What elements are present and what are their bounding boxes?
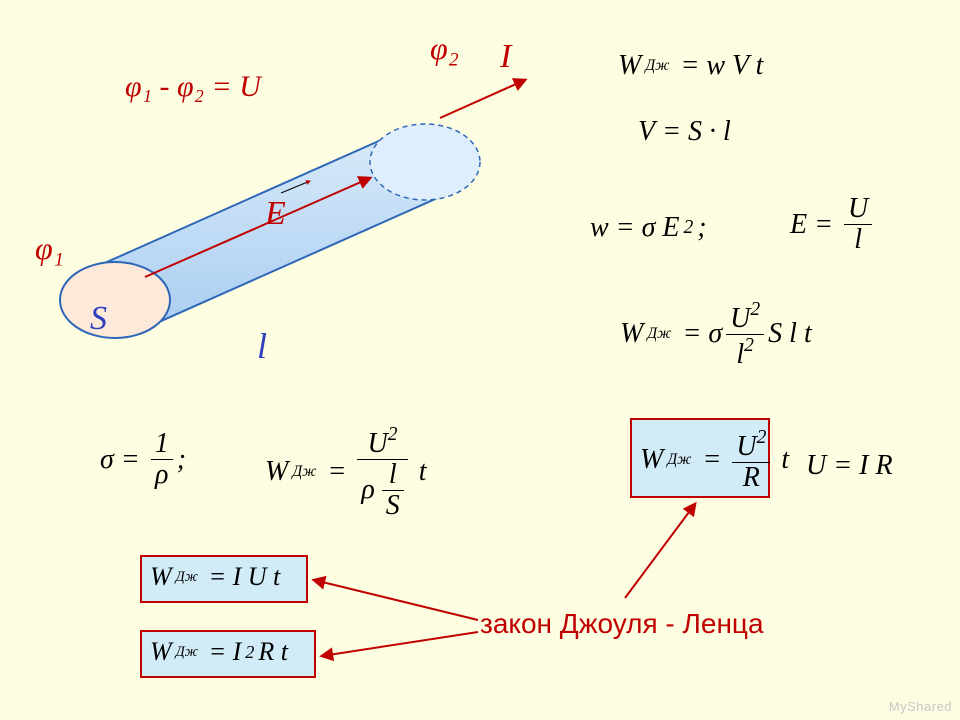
watermark: MyShared [889, 699, 952, 714]
formula-e-u-over-l: E = Ul [790, 195, 872, 254]
formula-u-ir: U = I R [806, 450, 893, 482]
formula-v-sl: V = S · l [638, 116, 731, 148]
label-area-s: S [90, 300, 107, 338]
label-phi2: φ₂ [430, 30, 459, 67]
formula-w-iut: WДж = I U t [150, 562, 280, 592]
formula-w-u2-over-rho-l-s: WДж = U2 ρ lS t [265, 425, 427, 520]
label-phi1: φ₁ [35, 230, 64, 267]
label-potential-diff: φ₁ - φ₂ = U [125, 70, 261, 104]
formula-w-i2rt: WДж = I2 R t [150, 637, 288, 667]
formula-w-sigma-u2-l2-slt: WДж = σ U2l2 S l t [620, 300, 812, 369]
joule-lenz-caption: закон Джоуля - Ленца [480, 608, 764, 640]
vector-i [440, 80, 525, 118]
label-length-l: l [257, 325, 267, 367]
formula-w-wvt: WДж = w V t [618, 50, 763, 82]
label-current-i: I [500, 38, 511, 76]
formula-sigma-1-over-rho: σ = 1ρ; [100, 430, 186, 489]
label-field-e: E [265, 195, 286, 233]
formula-w-sigma-e2: w = σ E2; [590, 212, 707, 244]
formula-w-u2-over-r-t: WДж = U2R t [640, 428, 789, 492]
